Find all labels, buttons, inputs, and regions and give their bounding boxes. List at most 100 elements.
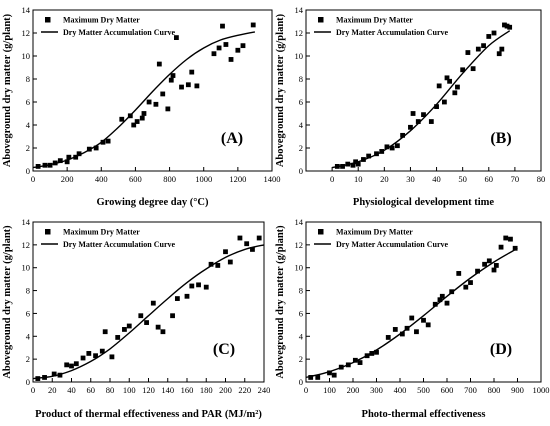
x-tick-label: 700	[464, 385, 477, 395]
accumulation-curve	[305, 247, 518, 379]
y-axis-title: Aboveground dry matter (g/plant)	[2, 225, 13, 379]
legend-square-marker	[45, 229, 51, 235]
y-tick-label: 4	[299, 120, 304, 130]
data-point	[486, 34, 492, 39]
accumulation-curve	[32, 31, 256, 169]
data-point	[131, 122, 137, 128]
data-point	[414, 329, 419, 335]
y-tick-label: 14	[295, 5, 304, 15]
y-tick-label: 12	[295, 240, 304, 250]
data-point	[400, 132, 406, 138]
legend-label: Dry Matter Accumulation Curve	[336, 240, 449, 249]
panel-label: (D)	[490, 341, 512, 358]
data-point	[155, 324, 161, 330]
y-tick-label: 10	[295, 51, 304, 61]
x-tick-label: 300	[370, 385, 383, 395]
x-tick-label: 600	[129, 174, 142, 184]
x-axis-title: Physiological development time	[353, 197, 494, 208]
data-point	[240, 43, 246, 49]
data-point	[498, 244, 504, 250]
data-point	[463, 284, 469, 290]
data-point	[496, 51, 502, 57]
x-tick-label: 80	[537, 174, 546, 184]
panel-label: (B)	[490, 130, 511, 147]
panel-3: 0 100 200 300 400 500 600 700 800 900 1000 0 2 4 6 8 10 1…	[275, 217, 550, 420]
data-point	[119, 116, 125, 122]
data-point	[394, 143, 400, 149]
y-tick-label: 8	[299, 74, 303, 84]
x-tick-label: 100	[123, 385, 136, 395]
data-point	[315, 375, 321, 380]
x-tick-label: 70	[511, 174, 520, 184]
data-point	[389, 145, 395, 151]
data-point	[76, 151, 82, 157]
x-tick-label: 240	[258, 385, 271, 395]
x-tick-label: 80	[106, 385, 115, 395]
data-point	[196, 282, 201, 288]
data-point	[428, 119, 434, 124]
data-point	[455, 84, 460, 90]
legend-square-marker	[318, 17, 324, 23]
data-point	[385, 335, 391, 340]
accumulation-curve	[32, 244, 265, 380]
x-tick-label: 20	[380, 174, 389, 184]
data-point	[409, 315, 415, 321]
data-point	[223, 249, 228, 255]
data-point	[468, 280, 473, 285]
data-point	[115, 335, 121, 340]
data-point	[73, 361, 79, 367]
data-point	[227, 259, 233, 265]
data-point	[507, 24, 513, 30]
y-tick-label: 10	[22, 263, 31, 273]
x-tick-label: 200	[347, 385, 360, 395]
y-tick-label: 6	[26, 97, 30, 107]
x-axis-title: Photo-thermal effectiveness	[362, 409, 486, 420]
data-point	[208, 261, 214, 267]
data-point	[481, 43, 486, 49]
x-tick-label: 50	[458, 174, 467, 184]
data-point	[475, 268, 480, 274]
data-point	[475, 46, 481, 52]
y-tick-label: 12	[22, 240, 31, 250]
data-point	[93, 145, 99, 151]
x-tick-label: 20	[48, 385, 57, 395]
x-tick-label: 30	[406, 174, 415, 184]
data-point	[352, 357, 358, 363]
x-tick-label: 1200	[229, 174, 246, 184]
data-point	[141, 111, 147, 116]
plot-frame	[32, 9, 273, 172]
x-tick-label: 800	[488, 385, 501, 395]
y-tick-label: 2	[26, 143, 30, 153]
y-tick-label: 10	[22, 51, 31, 61]
data-point	[415, 119, 421, 124]
x-tick-label: 0	[330, 174, 334, 184]
data-point	[410, 111, 416, 116]
x-tick-label: 100	[323, 385, 336, 395]
data-point	[441, 99, 447, 105]
data-point	[64, 362, 70, 368]
data-point	[228, 57, 234, 62]
data-point	[436, 83, 442, 89]
data-point	[444, 75, 450, 81]
x-tick-label: 220	[238, 385, 251, 395]
data-point	[421, 317, 426, 323]
data-point	[482, 261, 487, 267]
data-point	[331, 372, 337, 378]
data-point	[512, 245, 518, 251]
data-point	[308, 375, 314, 380]
x-tick-label: 0	[31, 174, 35, 184]
y-tick-label: 2	[26, 354, 30, 364]
data-point	[170, 313, 175, 319]
data-point	[160, 91, 166, 97]
data-point	[69, 363, 74, 369]
x-tick-label: 0	[31, 385, 35, 395]
data-point	[184, 293, 190, 299]
data-point	[460, 67, 466, 73]
data-point	[223, 42, 229, 47]
data-point	[139, 115, 145, 121]
data-point	[134, 119, 140, 124]
x-axis-title: Growing degree day (°C)	[96, 197, 209, 208]
data-point	[153, 101, 159, 107]
plot-frame	[305, 9, 542, 172]
data-point	[146, 99, 152, 105]
